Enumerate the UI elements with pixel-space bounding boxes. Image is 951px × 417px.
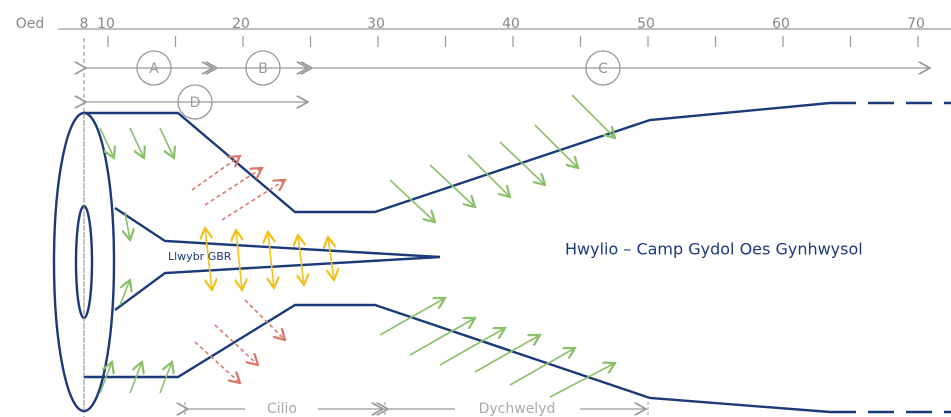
growth-arrow xyxy=(509,348,575,386)
phase-label: C xyxy=(598,61,608,77)
tick-label: 8 xyxy=(80,16,89,32)
phase-label: D xyxy=(190,95,201,111)
entry-arrow xyxy=(99,362,112,394)
span-label: Dychwelyd xyxy=(479,401,556,417)
growth-arrow xyxy=(467,154,510,197)
growth-arrow xyxy=(409,318,475,356)
age-axis: Oed 8 10 20 30 40 50 60 70 xyxy=(16,16,951,47)
growth-arrow xyxy=(389,179,435,222)
tick-label: 20 xyxy=(232,16,250,32)
tick-label: 10 xyxy=(97,16,115,32)
pathway-cone xyxy=(114,206,441,311)
entry-arrow xyxy=(125,211,130,240)
growth-arrow xyxy=(429,164,475,207)
tick-label: 30 xyxy=(367,16,385,32)
pathway-arrow xyxy=(328,237,334,280)
exit-arrow xyxy=(244,299,285,340)
outer-bottom xyxy=(84,303,831,414)
phases: A B C D xyxy=(86,50,930,120)
tick-label: 70 xyxy=(907,16,925,32)
pathway-arrow xyxy=(205,228,212,290)
growth-arrow xyxy=(499,141,545,185)
growth-arrow xyxy=(549,363,615,398)
entry-arrow xyxy=(159,127,174,158)
entry-arrow xyxy=(119,280,130,306)
tick-label: 60 xyxy=(772,16,790,32)
outer-top xyxy=(84,101,831,214)
exit-arrow xyxy=(191,156,240,191)
growth-arrow xyxy=(534,124,578,168)
growth-arrow xyxy=(571,94,615,138)
phase-circle xyxy=(136,50,172,86)
phase-circle xyxy=(585,50,621,86)
tick-label: 40 xyxy=(502,16,520,32)
growth-arrow xyxy=(474,335,540,373)
exit-arrow xyxy=(204,168,262,206)
pathway-arrow xyxy=(236,230,242,290)
title: Hwylio – Camp Gydol Oes Gynhwysol xyxy=(565,240,863,259)
phase-label: A xyxy=(149,61,159,77)
exit-arrow xyxy=(221,180,285,221)
entry-arrow xyxy=(129,362,142,394)
pathway-arrow xyxy=(268,232,274,288)
tick-label: 50 xyxy=(637,16,655,32)
axis-label: Oed xyxy=(16,16,45,32)
entry-arrow xyxy=(159,362,172,394)
entry-arrow xyxy=(99,127,114,158)
tick-marks xyxy=(107,36,919,47)
exit-arrow xyxy=(194,341,240,383)
bottom-spans: Cilio Dychwelyd xyxy=(185,401,649,417)
pathway-arrow xyxy=(298,235,304,285)
growth-arrow xyxy=(379,298,445,336)
span-label: Cilio xyxy=(267,401,297,417)
growth-arrow xyxy=(439,328,505,366)
funnel xyxy=(52,101,951,414)
entry-arrow xyxy=(129,127,144,158)
phase-circle xyxy=(245,50,281,86)
exit-arrow xyxy=(214,324,258,365)
phase-label: B xyxy=(258,61,268,77)
flow-arrows xyxy=(99,94,615,398)
pathway-label: Llwybr GBR xyxy=(168,250,232,263)
phase-circle xyxy=(177,84,213,120)
